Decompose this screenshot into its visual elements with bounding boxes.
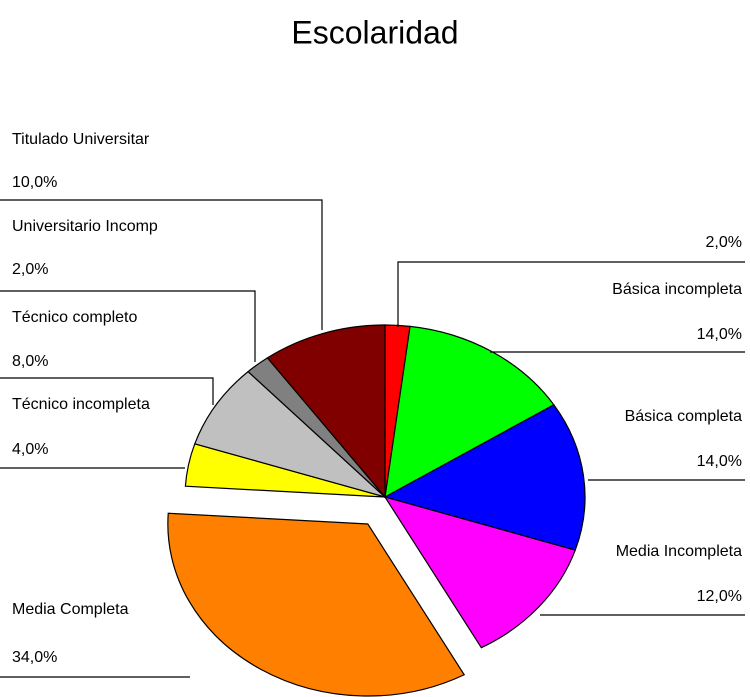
leader-line [0,377,214,405]
slice-label: Básica completa [625,408,742,425]
value-label: 12,0% [697,588,742,605]
value-label: 14,0% [697,453,742,470]
leader-line [0,199,323,330]
leader-line [397,261,745,327]
pie-slice [167,512,466,697]
slice-label: Media Completa [12,601,129,618]
leader-line [0,290,256,362]
slice-label: Técnico completo [12,309,137,326]
pie-slice [266,324,386,499]
value-label: 2,0% [12,261,48,278]
slice-label: Básica incompleta [612,281,742,298]
value-label: 14,0% [697,326,742,343]
slice-label: Titulado Universitar [12,131,150,148]
chart-title: Escolaridad [291,14,458,50]
value-label: 4,0% [12,441,48,458]
value-label: 8,0% [12,353,48,370]
pie-slice [383,495,577,649]
slice-label: Media Incompleta [616,543,742,560]
pie-slice [193,370,386,498]
value-label: 34,0% [12,649,57,666]
value-label: 10,0% [12,174,57,191]
pie-slice [383,404,586,551]
slice-label: Técnico incompleta [12,396,150,413]
value-label: 2,0% [706,234,742,251]
slice-label: Universitario Incomp [12,218,158,235]
